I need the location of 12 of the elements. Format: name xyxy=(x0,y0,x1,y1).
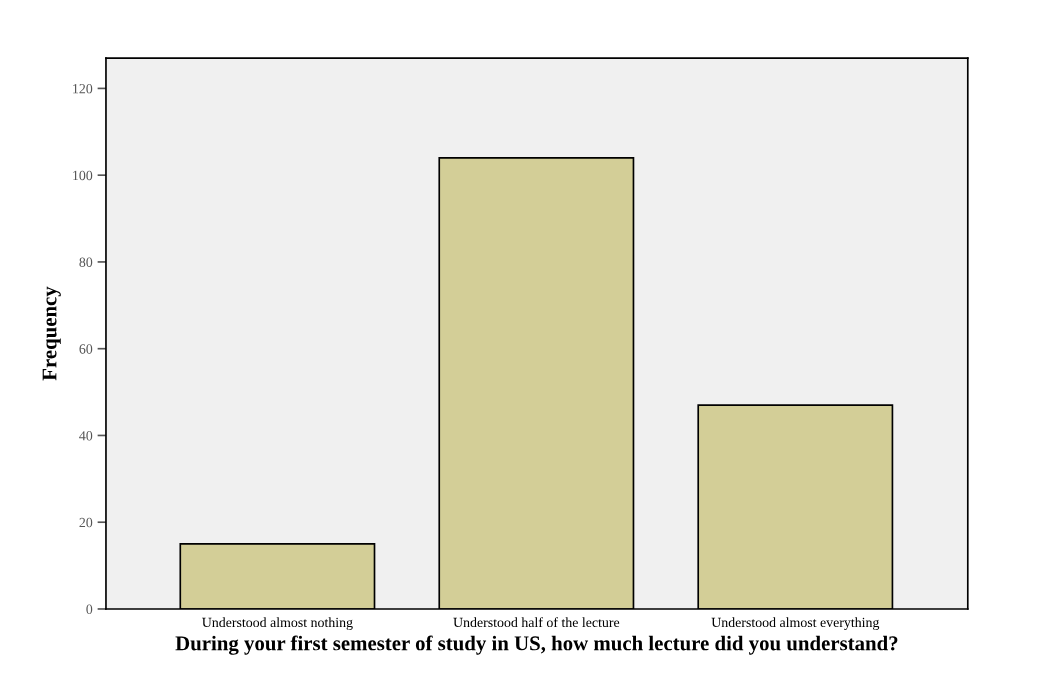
y-tick-label: 60 xyxy=(79,344,93,354)
y-tick-label: 40 xyxy=(79,431,93,441)
y-tick-label: 0 xyxy=(86,604,93,614)
x-tick-label: Understood half of the lecture xyxy=(453,617,620,628)
y-tick-label: 80 xyxy=(79,257,93,267)
x-axis-title: During your first semester of study in US, how much lecture did you understand? xyxy=(175,635,898,655)
y-tick-label: 100 xyxy=(73,170,93,181)
x-tick-label: Understood almost nothing xyxy=(202,617,353,630)
y-axis-title: Frequency xyxy=(42,286,61,381)
y-tick-label: 120 xyxy=(73,83,93,94)
x-tick-label: Understood almost everything xyxy=(711,617,880,630)
y-tick-label: 20 xyxy=(79,517,93,528)
